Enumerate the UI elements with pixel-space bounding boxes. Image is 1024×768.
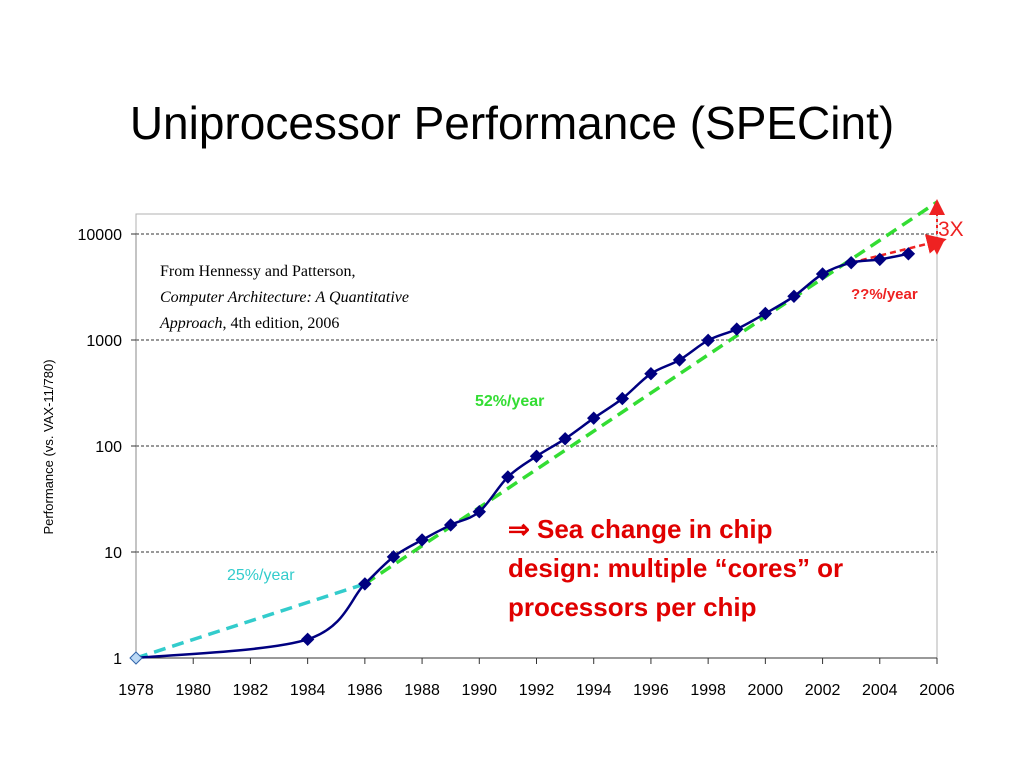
data-point: [358, 577, 372, 591]
note-line-1: ⇒ Sea change in chip: [508, 514, 773, 544]
x-tick-label: 1998: [690, 682, 726, 699]
x-tick-label: 1990: [461, 682, 497, 699]
y-tick-label: 10000: [78, 227, 123, 244]
x-tick-label: 1984: [290, 682, 326, 699]
data-point: [529, 449, 544, 463]
x-tick-label: 2002: [805, 682, 841, 699]
data-point: [672, 353, 687, 367]
citation-line-3: Approach, 4th edition, 2006: [159, 315, 339, 332]
data-point: [844, 255, 858, 270]
y-tick-label: 100: [95, 439, 122, 456]
x-tick-label: 2004: [862, 682, 898, 699]
grid: [136, 233, 937, 553]
data-point: [815, 267, 830, 281]
data-point: [615, 391, 630, 406]
x-tick-label: 2000: [748, 682, 784, 699]
data-point: [558, 432, 572, 446]
note-line-3: processors per chip: [508, 592, 757, 622]
data-point: [787, 289, 801, 304]
data-point: [901, 247, 916, 261]
data-point: [501, 470, 515, 484]
data-point: [129, 651, 143, 665]
trend-label: ??%/year: [851, 286, 918, 303]
x-tick-label: 1996: [633, 682, 669, 699]
annotations: 3X From Hennessy and Patterson, Computer…: [159, 199, 964, 622]
x-tick-label: 1978: [118, 682, 154, 699]
trend-label: 52%/year: [475, 393, 544, 410]
x-tick-label: 2006: [919, 682, 955, 699]
page-title: Uniprocessor Performance (SPECint): [129, 97, 895, 149]
x-tick-label: 1988: [404, 682, 440, 699]
trend-label: 25%/year: [227, 567, 295, 584]
data-point: [443, 518, 458, 532]
y-tick-label: 1: [113, 651, 122, 668]
data-point: [587, 411, 601, 425]
series-performance: [129, 247, 916, 665]
y-tick-label: 1000: [86, 333, 122, 350]
data-point: [758, 306, 773, 321]
citation-book-tail: Approach: [159, 315, 223, 332]
x-tick-label: 1980: [175, 682, 211, 699]
trend-line: [850, 234, 947, 264]
data-point: [644, 366, 658, 381]
citation-line-1: From Hennessy and Patterson,: [160, 263, 356, 280]
trend-line: [135, 582, 366, 660]
y-axis-label: Performance (vs. VAX-11/780): [41, 359, 56, 534]
data-point: [386, 550, 401, 564]
x-tick-label: 1986: [347, 682, 383, 699]
x-axis: 1978 1980 1982 1984 1986 1988 1990 1992 1994 1996…: [118, 657, 955, 699]
x-tick-label: 1982: [233, 682, 269, 699]
x-tick-label: 1994: [576, 682, 612, 699]
note-line-2: design: multiple “cores” or: [508, 553, 843, 583]
y-axis: 1 10 100 1000 10000: [78, 227, 137, 668]
gap-label: 3X: [938, 218, 964, 241]
data-point: [873, 252, 887, 267]
y-tick-label: 10: [104, 545, 122, 562]
data-point: [472, 504, 486, 519]
data-point: [701, 333, 715, 348]
data-point: [730, 322, 744, 336]
citation-edition: , 4th edition, 2006: [223, 315, 340, 332]
citation-line-2: Computer Architecture: A Quantitative: [160, 289, 409, 306]
data-point: [415, 533, 429, 547]
x-tick-label: 1992: [519, 682, 555, 699]
data-point: [300, 632, 315, 647]
